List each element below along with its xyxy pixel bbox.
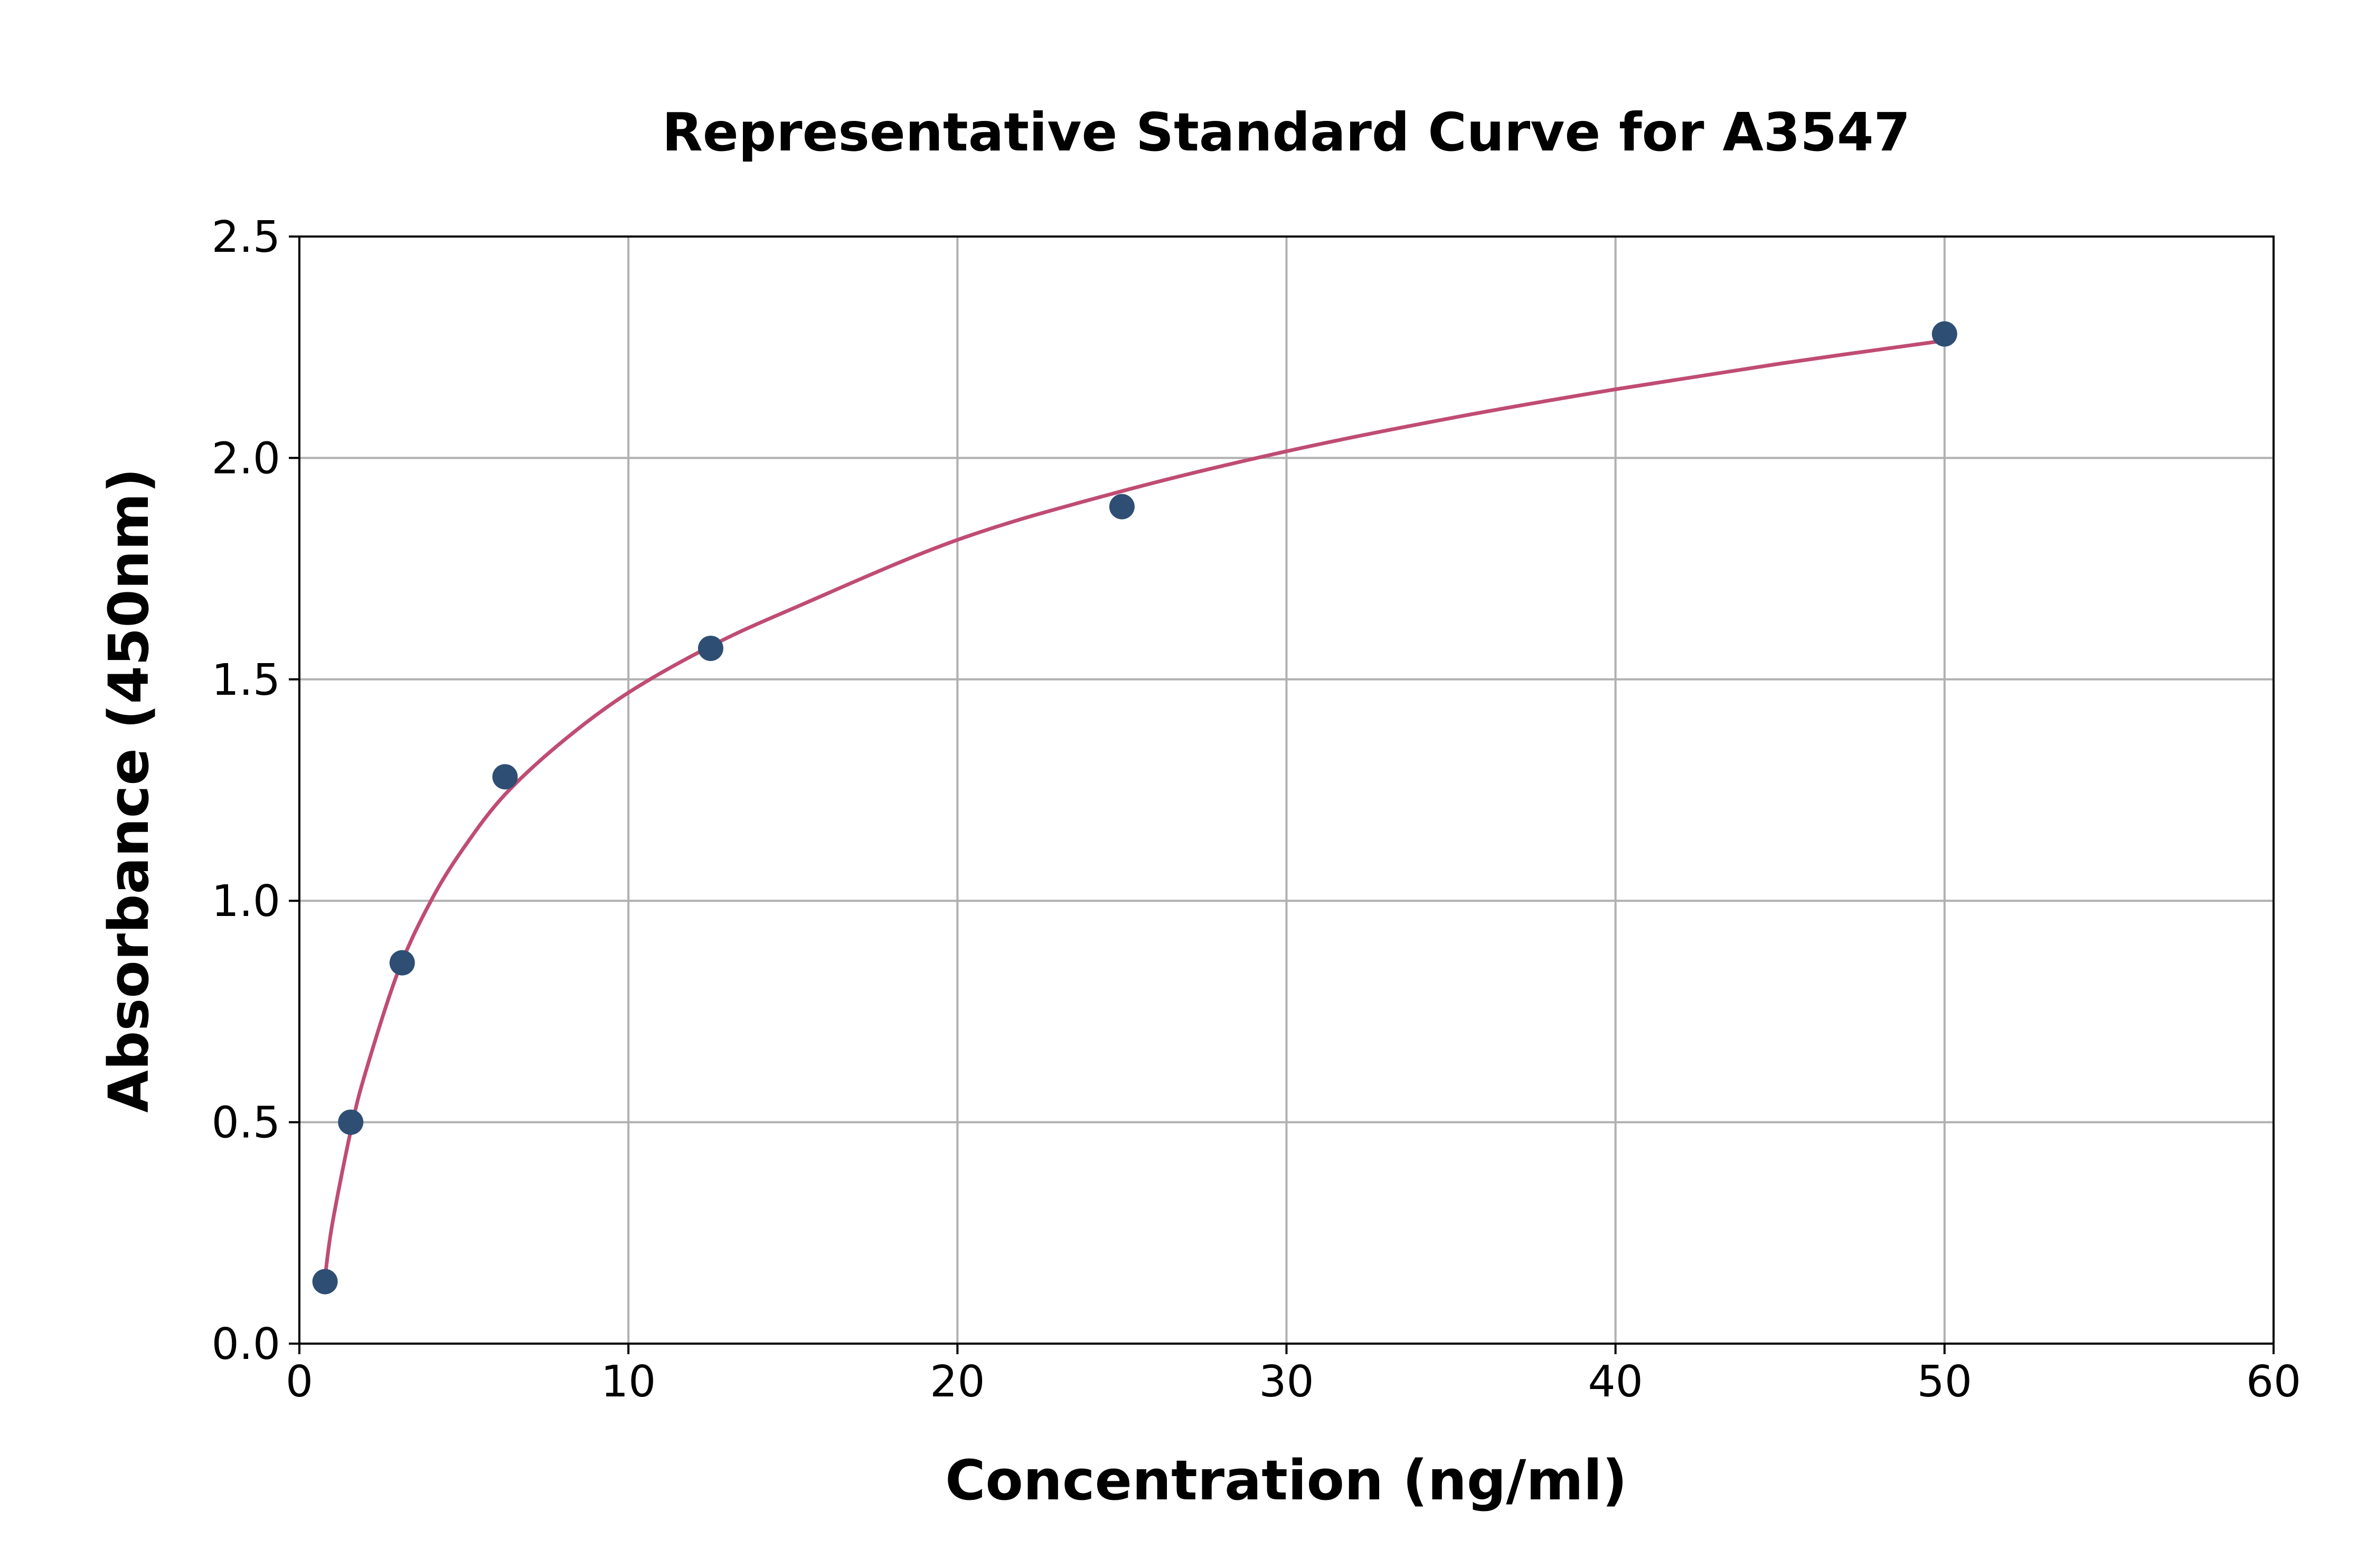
y-tick-label: 1.5 xyxy=(212,655,280,705)
data-point xyxy=(697,636,723,662)
y-tick-label: 1.0 xyxy=(212,876,280,927)
data-point xyxy=(1931,321,1957,347)
data-point xyxy=(1109,494,1135,519)
x-tick-label: 0 xyxy=(286,1357,313,1407)
data-point xyxy=(312,1269,338,1295)
y-tick-label: 2.0 xyxy=(212,433,280,484)
data-points xyxy=(312,321,1957,1295)
x-tick-label: 40 xyxy=(1588,1357,1643,1407)
y-tick-label: 0.0 xyxy=(212,1319,280,1369)
x-tick-label: 20 xyxy=(930,1357,985,1407)
x-tick-label: 60 xyxy=(2246,1357,2301,1407)
data-point xyxy=(338,1109,364,1135)
grid xyxy=(298,235,2275,1345)
data-point xyxy=(389,950,415,976)
y-tick-label: 0.5 xyxy=(212,1098,280,1148)
x-tick-label: 30 xyxy=(1259,1357,1314,1407)
y-tick-label: 2.5 xyxy=(212,212,280,262)
data-point xyxy=(492,764,518,790)
x-tick-label: 10 xyxy=(601,1357,656,1407)
x-axis-label: Concentration (ng/ml) xyxy=(945,1448,1627,1513)
fit-curve-layer xyxy=(323,338,1945,1278)
chart-title: Representative Standard Curve for A3547 xyxy=(662,101,1910,163)
y-axis-label: Absorbance (450nm) xyxy=(97,468,161,1112)
ticks: 0 10 20 30 40 50 60 0.0 0.5 1.0 1.5 2.0 2.5 xyxy=(212,212,2302,1407)
x-tick-label: 50 xyxy=(1917,1357,1972,1407)
fit-curve-line xyxy=(323,338,1945,1278)
